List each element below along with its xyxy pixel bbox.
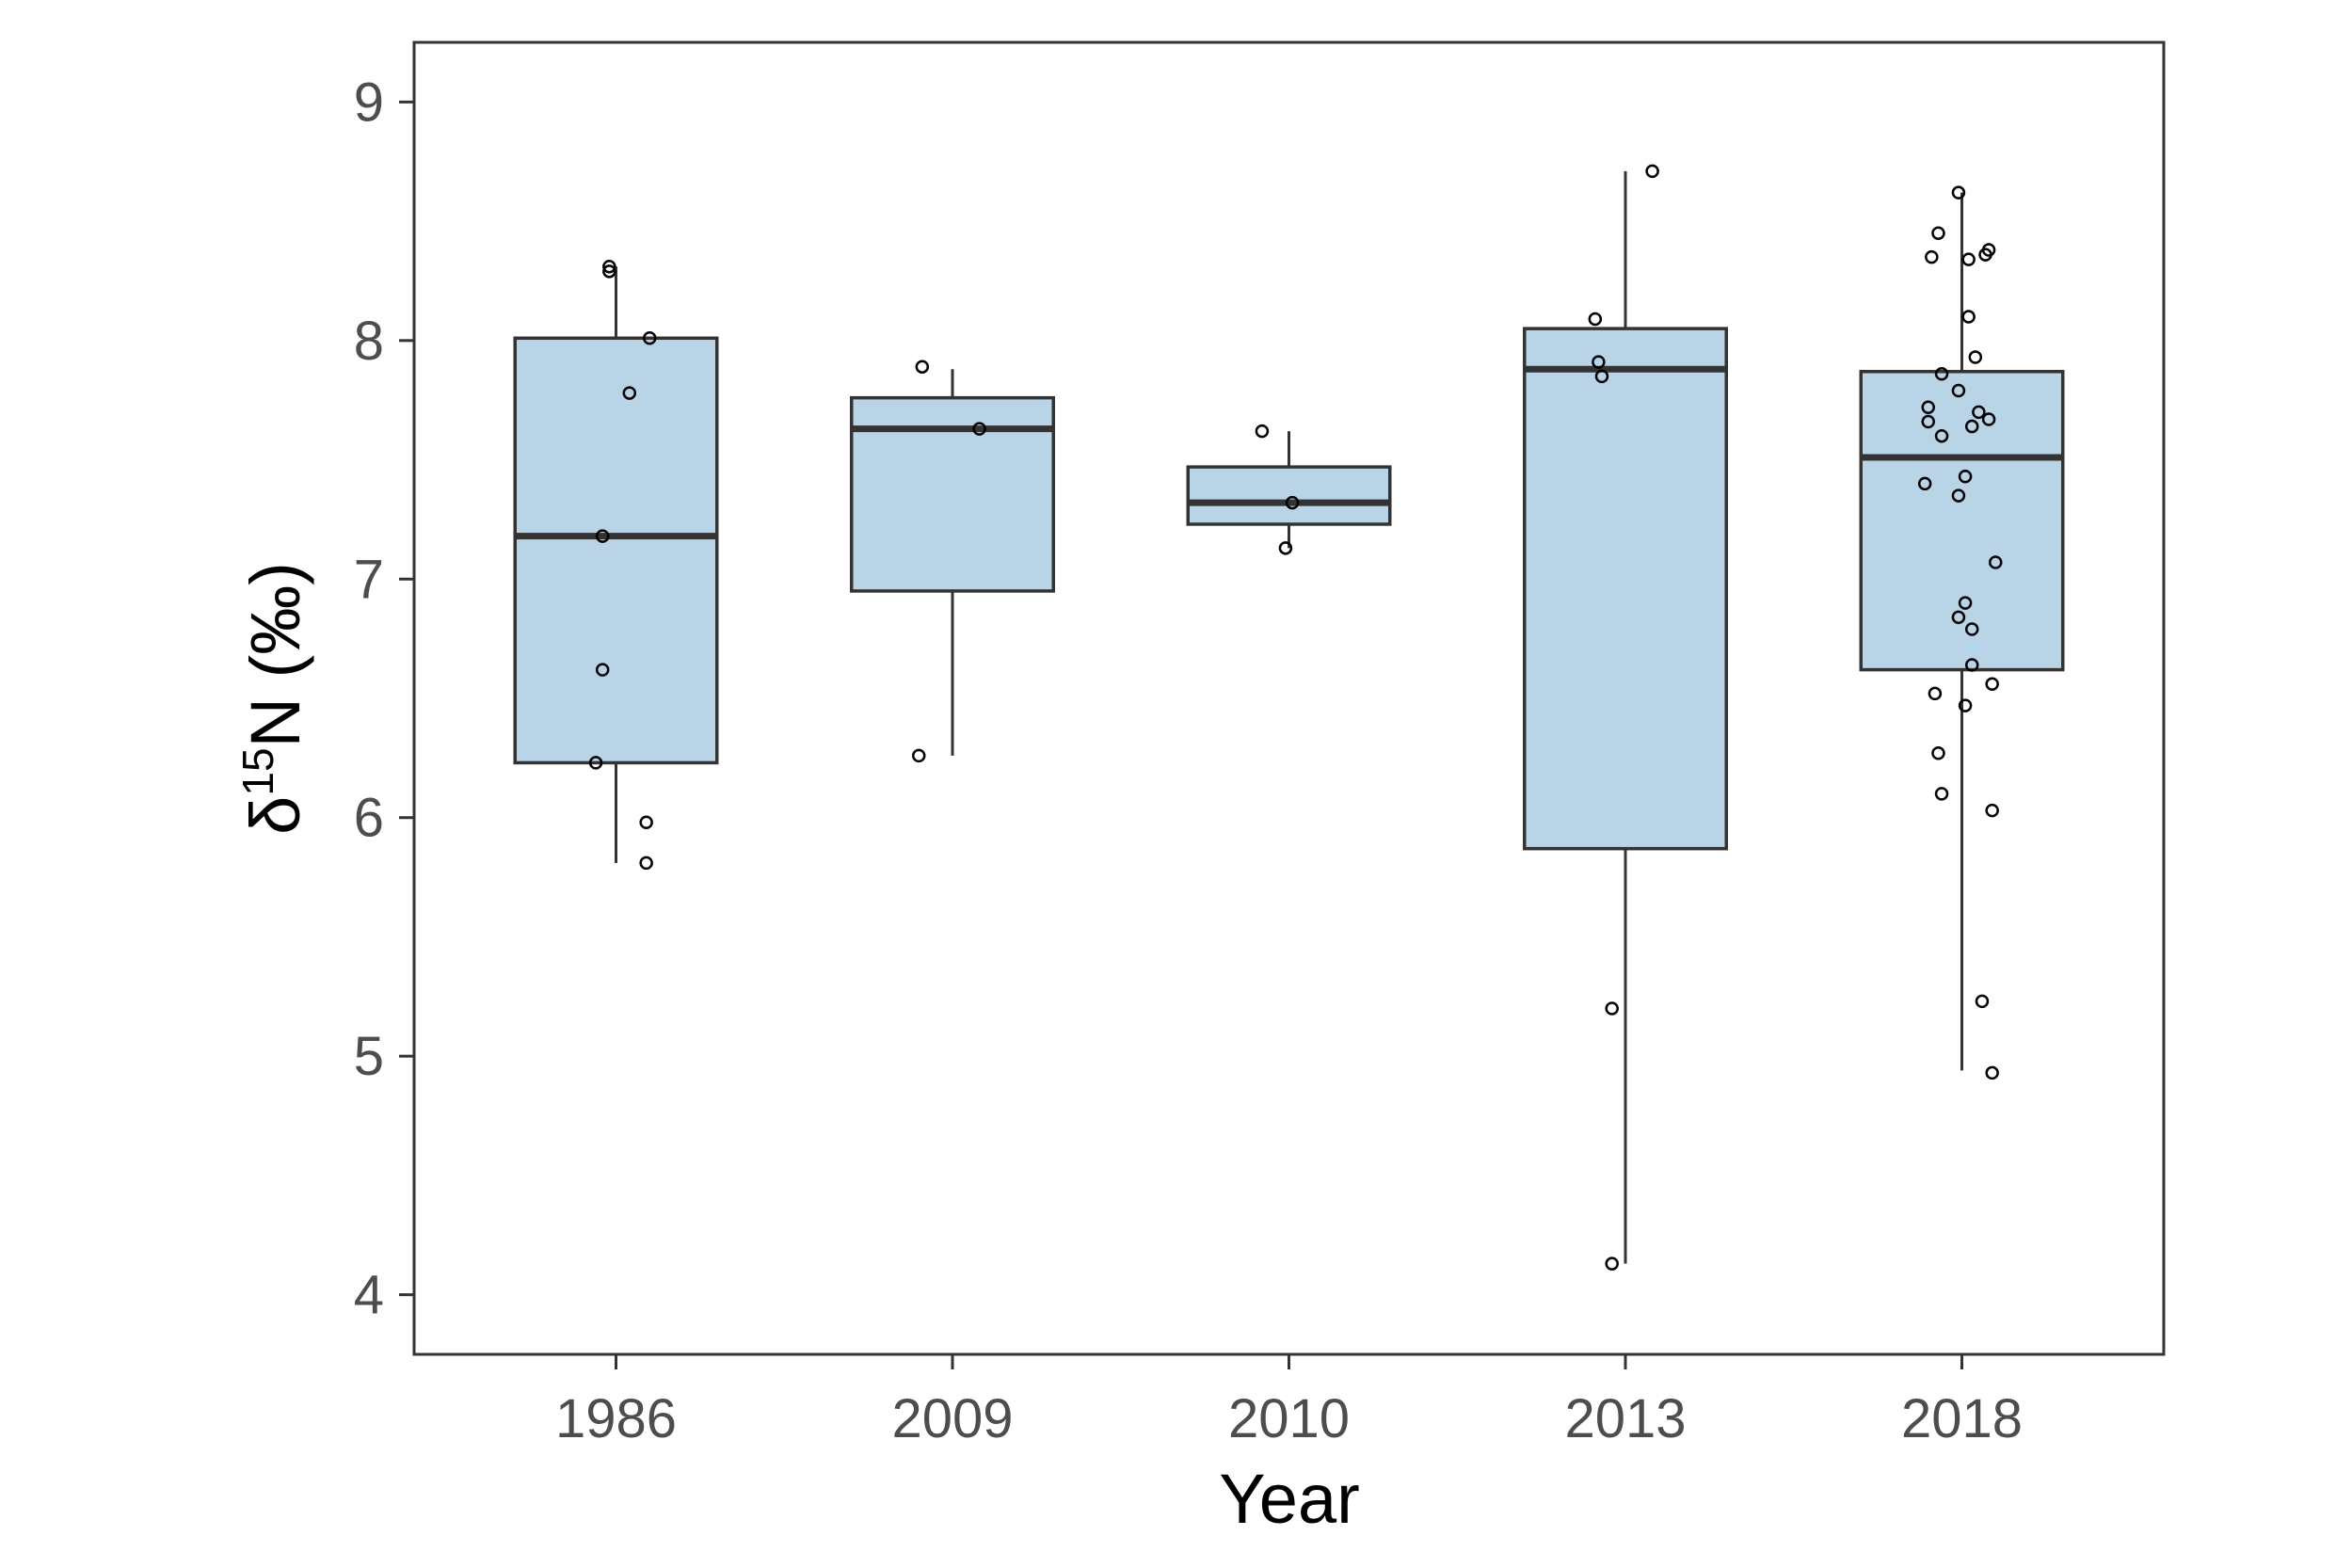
y-tick-label: 5 — [354, 1026, 384, 1087]
data-point — [1921, 414, 1935, 429]
panel-border — [412, 40, 2166, 1356]
data-point — [1934, 787, 1949, 801]
data-point — [912, 748, 926, 763]
data-point — [1605, 1001, 1619, 1016]
data-point — [1931, 226, 1945, 241]
data-point — [1958, 596, 1973, 610]
data-point — [588, 756, 603, 770]
data-point — [1917, 476, 1932, 491]
box-2018 — [1859, 192, 2065, 1071]
box-2010 — [1186, 431, 1392, 549]
data-point — [595, 529, 610, 543]
data-point — [1285, 495, 1300, 510]
data-point — [1958, 698, 1973, 712]
data-point — [639, 856, 653, 871]
data-point — [1964, 622, 1979, 636]
data-point — [1961, 252, 1976, 266]
x-tick-label: 2013 — [1564, 1388, 1686, 1449]
y-tick-label: 7 — [354, 549, 384, 610]
iqr-box — [1186, 465, 1392, 526]
x-tick-label: 1986 — [555, 1388, 677, 1449]
y-tick-label: 9 — [354, 72, 384, 133]
y-tick-label: 4 — [354, 1265, 384, 1326]
data-point — [602, 259, 616, 274]
data-point — [1985, 803, 1999, 818]
data-point — [1928, 686, 1943, 701]
data-point — [643, 331, 657, 345]
data-point — [1968, 350, 1983, 364]
data-point — [1588, 312, 1603, 327]
box-2013 — [1523, 170, 1728, 1264]
data-point — [639, 815, 653, 830]
iqr-box — [1859, 370, 2065, 672]
data-point — [972, 422, 986, 436]
data-point — [1278, 541, 1293, 555]
data-point — [1934, 428, 1949, 443]
data-point — [1925, 249, 1939, 264]
iqr-box — [513, 336, 719, 765]
boxes-layer — [513, 170, 2065, 1264]
y-axis-title-superscript: 15 — [233, 747, 282, 795]
data-point — [1958, 470, 1973, 484]
data-point — [602, 264, 616, 279]
x-tick-label: 2018 — [1901, 1388, 2023, 1449]
y-axis-title-suffix: N (‰) — [236, 562, 314, 747]
x-tick-label: 2009 — [891, 1388, 1013, 1449]
data-point — [1975, 994, 1990, 1009]
iqr-box — [1523, 327, 1728, 851]
data-point — [1985, 1065, 1999, 1080]
data-point — [595, 663, 610, 677]
data-point — [1931, 746, 1945, 760]
data-point — [1645, 164, 1659, 179]
x-axis-title: Year — [1219, 1460, 1360, 1538]
data-point — [1989, 555, 2003, 569]
box-1986 — [513, 266, 719, 863]
box-2009 — [850, 369, 1055, 756]
data-point — [1934, 367, 1949, 381]
x-axis: 1986 2009 2010 2013 2018 — [555, 1354, 2023, 1449]
data-point — [1972, 405, 1986, 420]
data-point — [1961, 310, 1976, 324]
data-point — [1594, 369, 1609, 384]
data-point — [1951, 185, 1966, 200]
data-point — [1255, 424, 1270, 439]
data-point — [622, 386, 637, 400]
data-point — [1985, 677, 1999, 692]
y-axis-title-prefix: δ — [236, 796, 314, 835]
data-point — [1592, 355, 1606, 369]
y-axis: 4 5 6 7 8 9 — [354, 72, 414, 1326]
points-layer — [588, 164, 2003, 1271]
data-point — [1964, 419, 1979, 434]
y-tick-label: 6 — [354, 788, 384, 849]
data-point — [915, 360, 930, 374]
data-point — [1921, 400, 1935, 415]
y-tick-label: 8 — [354, 311, 384, 372]
x-tick-label: 2010 — [1228, 1388, 1350, 1449]
data-point — [1951, 488, 1966, 503]
data-point — [1964, 658, 1979, 672]
data-point — [1951, 610, 1966, 625]
data-point — [1605, 1256, 1619, 1271]
data-point — [1981, 412, 1996, 426]
data-point — [1978, 248, 1992, 262]
data-point — [1951, 383, 1966, 398]
y-axis-title: δ15N (‰) — [233, 562, 314, 835]
